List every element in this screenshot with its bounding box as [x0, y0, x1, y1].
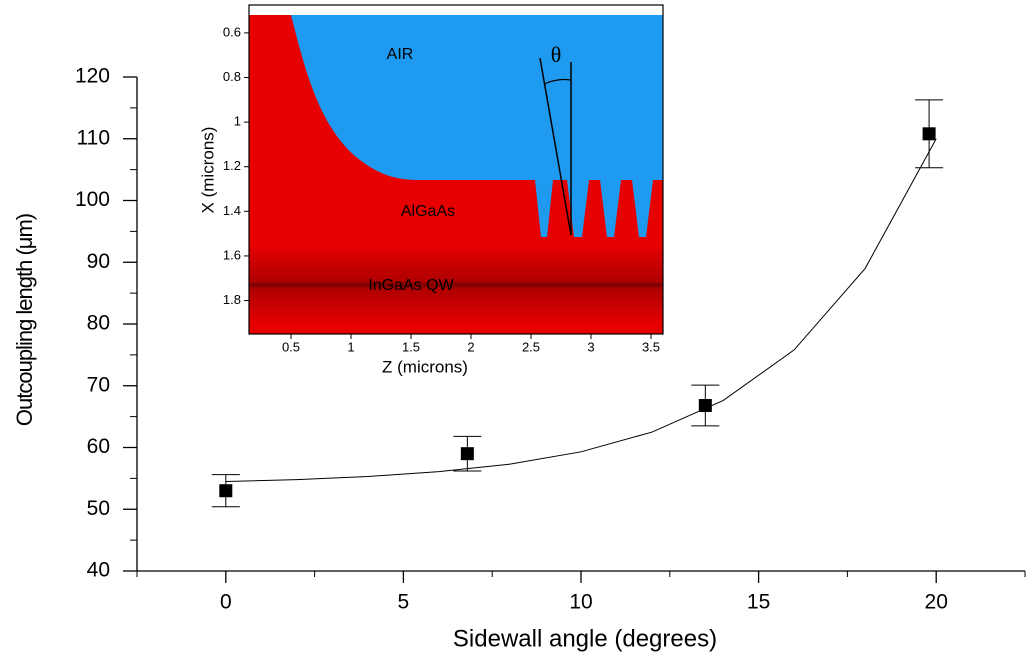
inset-frame — [248, 4, 664, 335]
inset-y-tick-label: 1.8 — [223, 292, 241, 307]
inset-y-tick-label: 1.4 — [223, 203, 241, 218]
y-tick-label: 70 — [87, 373, 110, 396]
inset-y-tick-label: 1.6 — [223, 247, 241, 262]
annotation: AlGaAs — [401, 203, 455, 220]
inset-x-tick-label: 2 — [467, 339, 474, 354]
inset-x-tick-label: 3.5 — [642, 339, 660, 354]
annotation: AIR — [387, 46, 414, 63]
x-tick-label: 0 — [220, 591, 232, 614]
data-point — [698, 399, 712, 413]
inset-x-tick-label: 3 — [587, 339, 594, 354]
y-tick-label: 110 — [77, 126, 110, 149]
inset-y-tick-label: 1.2 — [223, 158, 241, 173]
inset-x-tick-label: 2.5 — [522, 339, 540, 354]
annotation: InGaAs QW — [368, 277, 454, 294]
data-point — [460, 447, 474, 461]
y-tick-label: 50 — [87, 497, 110, 520]
inset-x-tick-label: 0.5 — [282, 339, 300, 354]
angle-sidewall-line — [539, 57, 572, 236]
y-axis-title: X (microns) — [198, 127, 217, 214]
y-tick-label: 120 — [75, 65, 110, 88]
quantum-well-band — [249, 245, 663, 325]
angle-arc — [543, 78, 572, 85]
inset-y-tick-label: 0.8 — [223, 69, 241, 84]
inset-x-tick-label: 1.5 — [402, 339, 420, 354]
x-tick-label: 10 — [569, 591, 592, 614]
y-tick-label: 100 — [75, 188, 110, 211]
inset-y-tick-label: 1 — [234, 114, 241, 129]
x-axis-title: Z (microns) — [382, 357, 468, 376]
x-tick-label: 20 — [925, 591, 948, 614]
data-point — [219, 484, 233, 498]
y-tick-label: 80 — [87, 312, 110, 335]
data-point — [922, 127, 936, 141]
y-axis-title: Outcoupling length (μm) — [12, 214, 37, 426]
x-tick-label: 5 — [398, 591, 410, 614]
inset-y-tick-label: 0.6 — [223, 24, 241, 39]
y-tick-label: 90 — [87, 250, 110, 273]
x-axis-title: Sidewall angle (degrees) — [453, 625, 717, 652]
x-tick-label: 15 — [747, 591, 770, 614]
y-tick-label: 60 — [87, 435, 110, 458]
inset: AIR AlGaAs InGaAs QW θ Z (microns) X (mi… — [198, 4, 664, 376]
fit-line — [225, 138, 937, 482]
y-tick-label: 40 — [87, 559, 110, 582]
inset-x-tick-label: 1 — [347, 339, 354, 354]
angle-symbol: θ — [551, 42, 562, 67]
